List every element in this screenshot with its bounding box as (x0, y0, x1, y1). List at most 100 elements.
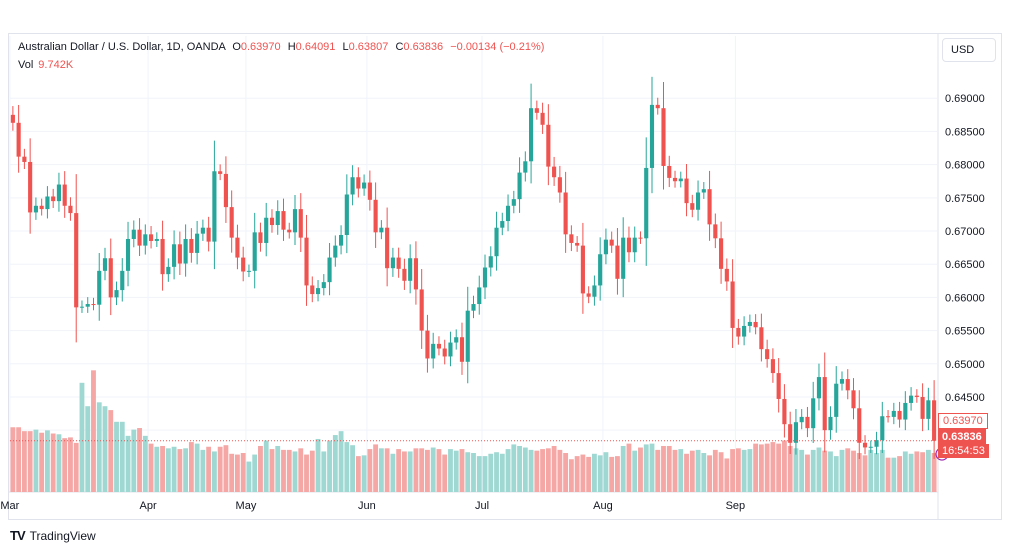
candle-body (252, 232, 257, 271)
volume-bar (73, 442, 79, 492)
currency-button[interactable]: USD (942, 38, 996, 62)
volume-bar (332, 435, 338, 492)
volume-bar (240, 453, 246, 492)
candle-body (183, 238, 188, 264)
volume-bar (378, 448, 384, 492)
candle-body (655, 104, 660, 109)
volume-bar (96, 402, 102, 492)
candle-body (482, 267, 488, 288)
candle-body (626, 237, 632, 253)
candle-body (505, 205, 511, 222)
candle-body (885, 416, 891, 418)
candle-body (125, 238, 131, 271)
volume-bar (62, 438, 68, 492)
volume-bar (39, 432, 45, 492)
volume-bar (258, 445, 263, 492)
candle-body (822, 377, 827, 431)
volume-bar (275, 445, 281, 492)
volume-bar (499, 453, 505, 492)
volume-bar (27, 431, 33, 492)
candle-body (471, 304, 476, 311)
candle-body (799, 416, 804, 423)
candle-body (707, 189, 712, 225)
candle-body (206, 227, 211, 242)
candle-body (661, 108, 666, 166)
volume-bar (528, 449, 534, 492)
volume-bar (718, 452, 724, 492)
volume-bar (45, 430, 50, 492)
tradingview-logo-icon: TV (10, 528, 26, 543)
candle-body (776, 373, 781, 399)
volume-bar (701, 453, 707, 492)
volume-bar (839, 449, 845, 492)
volume-bar (551, 445, 557, 492)
candle-body (68, 205, 73, 214)
candle-body (713, 224, 718, 239)
candle-body (137, 229, 142, 246)
candle-body (16, 122, 21, 157)
candle-body (793, 422, 799, 443)
candle-body (494, 227, 499, 257)
candle-body (534, 108, 539, 113)
volume-bar (810, 449, 816, 492)
candle-body (788, 424, 793, 443)
volume-bar (776, 443, 782, 492)
candle-body (327, 257, 332, 283)
candle-body (28, 161, 33, 213)
volume-bar (724, 458, 730, 492)
candle-body (719, 238, 724, 269)
candle-body (97, 270, 102, 305)
candle-body (344, 194, 349, 235)
chart-frame (8, 33, 1002, 520)
volume-bar (856, 453, 862, 492)
candle-body (563, 192, 568, 235)
candle-body (425, 330, 430, 359)
volume-bar (21, 431, 27, 492)
volume-bar (448, 449, 453, 492)
volume-bar (603, 452, 609, 492)
candle-body (74, 213, 79, 308)
volume-bar (574, 456, 580, 492)
candle-body (200, 227, 205, 234)
candle-body (148, 234, 154, 241)
candle-body (857, 408, 862, 443)
volume-bar (298, 448, 304, 492)
candle-body (436, 343, 442, 349)
change-value: −0.00134 (−0.21%) (450, 41, 545, 53)
volume-bar (591, 453, 597, 492)
candle-body (747, 321, 752, 326)
candle-body (79, 306, 85, 308)
volume-bar (580, 454, 586, 492)
candle-body (367, 182, 372, 200)
volume-bar (494, 452, 499, 492)
candle-body (454, 337, 459, 343)
volume-bar (165, 448, 171, 492)
candle-body (615, 245, 620, 279)
volume-label: Vol (18, 59, 34, 71)
candle-body (258, 232, 263, 243)
candle-body (287, 229, 292, 233)
volume-bar (292, 451, 298, 492)
volume-bar (643, 444, 649, 492)
high-value: 0.64091 (295, 41, 336, 53)
candle-body (523, 161, 528, 173)
open-price-tag: 0.63970 (938, 413, 988, 429)
volume-bar (511, 444, 517, 492)
candle-body (552, 166, 557, 178)
volume-bar (327, 440, 332, 492)
volume-bar (396, 449, 402, 492)
open-label: O (232, 41, 241, 53)
volume-bar (114, 421, 119, 492)
volume-bar (246, 461, 252, 492)
y-tick-label: 0.68500 (945, 126, 985, 138)
candle-body (396, 257, 401, 269)
candle-body (914, 395, 919, 397)
candle-body (690, 203, 695, 210)
volume-bar (914, 451, 920, 492)
candle-body (172, 244, 177, 267)
tradingview-brand[interactable]: TV TradingView (10, 528, 96, 543)
candle-body (108, 258, 113, 298)
volume-bar (505, 449, 511, 492)
candle-body (926, 400, 931, 419)
